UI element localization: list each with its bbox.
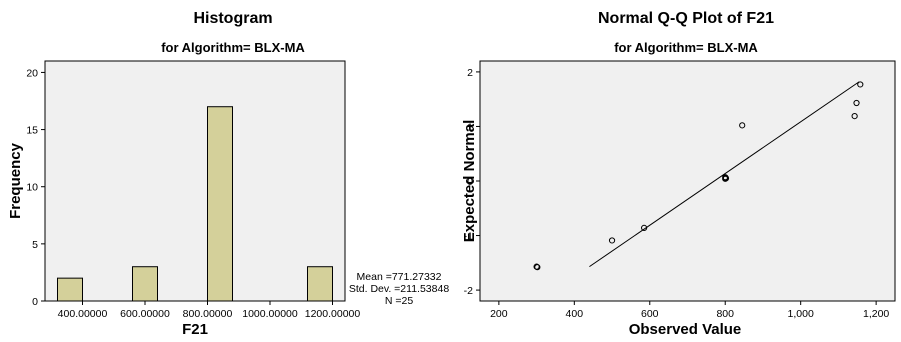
qq-plot-area	[479, 60, 896, 302]
histogram-x-tick-label: 600.00000	[120, 308, 170, 320]
histogram-x-tick-label: 800.00000	[183, 308, 233, 320]
qq-y-tick-label: 2	[467, 67, 473, 79]
qq-point	[851, 112, 858, 120]
stats-mean: Mean =771.27332	[357, 271, 442, 283]
qq-point	[853, 99, 860, 107]
histogram-stats: Mean =771.27332 Std. Dev. =211.53848 N =…	[349, 271, 449, 307]
histogram-y-tick-label: 5	[32, 239, 38, 251]
qq-x-tick-label: 600	[641, 308, 659, 320]
qq-x-tick-label: 1,000	[788, 308, 814, 320]
histogram-bar	[307, 266, 333, 302]
qq-point	[722, 175, 730, 182]
qq-x-tick-label: 1,200	[863, 308, 889, 320]
stats-std-dev: Std. Dev. =211.53848	[349, 283, 449, 295]
histogram-y-axis-title: Frequency	[7, 142, 24, 219]
histogram-chart: Histogram for Algorithm= BLX-MA 400.0000…	[7, 10, 360, 338]
qq-x-tick-label: 200	[490, 308, 508, 320]
qq-point	[534, 264, 541, 271]
histogram-x-tick-label: 400.00000	[58, 308, 108, 320]
histogram-bar	[207, 106, 233, 302]
qq-x-tick-label: 400	[566, 308, 584, 320]
qq-y-tick-label: 0	[467, 176, 473, 188]
histogram-bar	[132, 266, 158, 302]
qq-y-tick-label: 1	[467, 121, 473, 133]
histogram-y-tick-label: 20	[26, 67, 38, 79]
qq-reference-line	[589, 81, 860, 268]
qq-subtitle: for Algorithm= BLX-MA	[614, 40, 758, 55]
qq-x-axis-title: Observed Value	[629, 321, 742, 338]
histogram-title: Histogram	[193, 10, 272, 27]
qq-point	[641, 224, 648, 232]
qq-y-axis-title: Expected Normal	[461, 120, 478, 243]
histogram-y-tick-label: 10	[26, 182, 38, 194]
qq-point	[857, 81, 864, 88]
histogram-subtitle: for Algorithm= BLX-MA	[161, 40, 305, 55]
qq-title: Normal Q-Q Plot of F21	[598, 10, 774, 27]
histogram-x-axis-title: F21	[182, 321, 208, 338]
histogram-y-tick-label: 0	[32, 296, 38, 308]
histogram-x-tick-label: 1000.00000	[242, 308, 298, 320]
qq-x-tick-label: 800	[716, 308, 734, 320]
histogram-bar	[57, 277, 83, 302]
histogram-plot-area	[44, 60, 346, 302]
qq-plot-chart: Normal Q-Q Plot of F21 for Algorithm= BL…	[461, 10, 896, 338]
qq-point	[739, 122, 746, 129]
histogram-y-tick-label: 15	[26, 125, 38, 137]
qq-point	[722, 174, 729, 181]
qq-y-tick-label: -1	[464, 231, 473, 243]
qq-point	[608, 237, 616, 244]
histogram-x-tick-label: 1200.00000	[305, 308, 361, 320]
stats-n: N =25	[385, 295, 413, 307]
qq-y-tick-label: -2	[464, 285, 473, 297]
